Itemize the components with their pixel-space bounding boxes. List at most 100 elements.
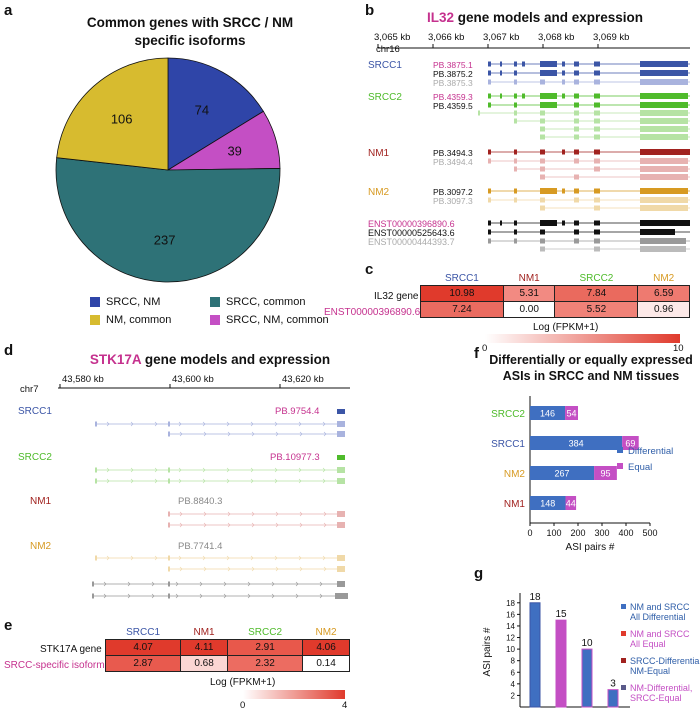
exon xyxy=(640,229,675,235)
panel-letter-a: a xyxy=(4,2,13,19)
pie-data-label: 106 xyxy=(111,111,133,126)
strand-arrow xyxy=(202,478,206,484)
il32-tick-label: 3,067 kb xyxy=(483,32,520,43)
exon xyxy=(594,134,600,140)
legend-swatch xyxy=(90,315,100,325)
heat-cell: 5.52 xyxy=(554,301,639,318)
strand-arrow xyxy=(130,555,134,561)
exon xyxy=(640,197,688,203)
heat-scale-bar xyxy=(243,690,345,699)
stk17a-group-srcc2: SRCC2 xyxy=(18,452,52,463)
bar-g-bar xyxy=(555,619,567,708)
strand-arrow xyxy=(106,467,110,473)
exon xyxy=(574,149,579,155)
bar-f-differential xyxy=(530,436,623,450)
exon xyxy=(514,79,517,85)
exon xyxy=(514,166,517,172)
bar-g-ytick-label: 2 xyxy=(511,691,516,700)
exon xyxy=(540,174,545,180)
heat-row-label: STK17A gene xyxy=(40,644,102,655)
bar-g-bar xyxy=(607,689,619,708)
exon xyxy=(488,79,491,85)
pie-data-label: 237 xyxy=(154,232,176,247)
exon xyxy=(95,555,97,561)
pie-slice xyxy=(55,157,281,283)
heat-cell: 4.07 xyxy=(104,639,182,656)
exon xyxy=(640,166,688,172)
exon xyxy=(640,158,688,164)
exon xyxy=(640,110,688,116)
bar-f-legend-swatch xyxy=(617,463,623,469)
pie-title-line1: Common genes with SRCC / NM xyxy=(86,15,294,30)
exon xyxy=(640,102,688,108)
bar-f-differential xyxy=(530,406,566,420)
exon xyxy=(95,478,97,484)
exon xyxy=(514,197,517,203)
strand-arrow xyxy=(227,566,231,572)
exon xyxy=(640,134,688,140)
exon xyxy=(514,158,517,164)
bar-g-ytick-label: 8 xyxy=(511,657,516,666)
exon xyxy=(522,61,525,67)
exon xyxy=(168,581,170,587)
strand-arrow xyxy=(223,581,227,587)
exon xyxy=(640,61,688,67)
exon xyxy=(640,205,688,211)
exon xyxy=(640,118,688,124)
strand-arrow xyxy=(251,566,255,572)
heat-scale-min: 0 xyxy=(240,700,246,711)
exon xyxy=(594,149,600,155)
exon xyxy=(574,102,579,108)
strand-arrow xyxy=(130,421,134,427)
strand-arrow xyxy=(202,467,206,473)
strand-arrow xyxy=(322,467,326,473)
exon xyxy=(594,246,600,252)
bar-g-legend-label: NM-Differential, xyxy=(630,683,692,693)
heat-cell: 5.31 xyxy=(502,285,556,302)
bar-g-value-label: 3 xyxy=(610,679,616,690)
stk17a-tick-label: 43,580 kb xyxy=(62,374,104,385)
isoform-label: PB.3494.3 xyxy=(433,148,473,158)
exon xyxy=(540,110,545,116)
bar-f-category-label: NM1 xyxy=(504,499,526,510)
exon xyxy=(594,220,600,226)
exon xyxy=(640,220,690,226)
strand-arrow xyxy=(227,431,231,437)
exon xyxy=(574,158,579,164)
bar-g-legend-label: SRCC-Differential, xyxy=(630,656,700,666)
exon xyxy=(488,238,491,244)
exon xyxy=(522,93,525,99)
exon xyxy=(514,110,517,116)
panel-letter-g: g xyxy=(474,565,484,582)
heat-cell: 2.91 xyxy=(226,639,304,656)
pie-data-label: 39 xyxy=(227,144,241,159)
strand-arrow xyxy=(250,555,254,561)
exon xyxy=(640,70,688,76)
bar-g-legend-label: All Differential xyxy=(630,612,685,622)
exon xyxy=(95,421,97,427)
isoform-label: PB.8840.3 xyxy=(178,496,223,507)
bar-f-category-label: SRCC1 xyxy=(491,439,525,450)
strand-arrow xyxy=(106,421,110,427)
strand-arrow xyxy=(179,566,183,572)
bar-g-value-label: 18 xyxy=(529,592,541,603)
exon xyxy=(540,79,545,85)
heat-cell: 4.06 xyxy=(302,639,350,656)
exon xyxy=(540,70,557,76)
exon xyxy=(574,126,579,132)
exon xyxy=(594,126,600,132)
isoform-label: PB.4359.5 xyxy=(433,101,473,111)
strand-arrow xyxy=(275,566,279,572)
exon xyxy=(594,188,600,194)
bar-f-xtick-label: 300 xyxy=(594,528,609,538)
strand-arrow xyxy=(250,421,254,427)
strand-arrow xyxy=(175,593,179,599)
stk17a-heatmap: SRCC1 NM1 SRCC2 NM2 4.07 4.11 2.91 4.06 … xyxy=(104,627,350,672)
bar-f-value-label: 69 xyxy=(625,439,635,449)
exon xyxy=(540,102,557,108)
exon xyxy=(594,102,600,108)
strand-arrow xyxy=(275,511,279,517)
strand-arrow xyxy=(323,522,327,528)
strand-arrow xyxy=(178,467,182,473)
strand-arrow xyxy=(103,581,107,587)
